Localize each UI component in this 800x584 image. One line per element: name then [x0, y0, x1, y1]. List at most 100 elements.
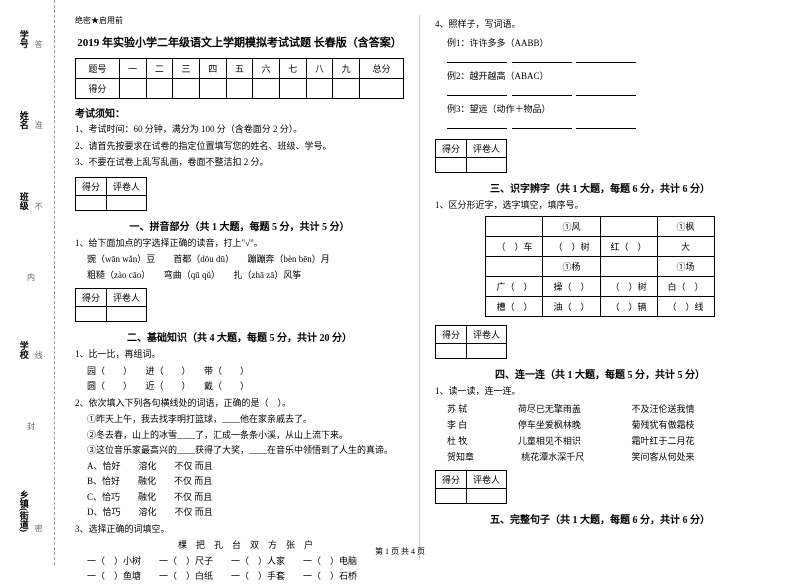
sb-blank[interactable]: [76, 195, 107, 210]
sb-label: 评卷人: [467, 326, 507, 344]
sb-blank[interactable]: [467, 157, 507, 172]
question-line: ①昨天上午，我去找李明打篮球，____他在家亲戚去了。: [87, 413, 404, 427]
section-title: 三、识字辨字（共 1 大题，每题 6 分，共计 6 分）: [435, 180, 765, 195]
example: 例1：许许多多（AABB）: [447, 36, 765, 49]
sb-blank[interactable]: [107, 195, 147, 210]
td: ①枫: [657, 217, 714, 237]
sb-blank[interactable]: [76, 307, 107, 322]
blank-row[interactable]: [447, 86, 765, 98]
connect-row: 苏 轼荷尽已无擎雨盖不及汪伦送我情: [447, 402, 695, 415]
table-row: （ ）车（ ）树红（ ）大: [486, 237, 714, 257]
question-line: 圆（ ） 近（ ） 戴（ ）: [87, 380, 404, 394]
sb-label: 得分: [76, 177, 107, 195]
sb-blank[interactable]: [467, 344, 507, 359]
sb-blank[interactable]: [107, 307, 147, 322]
poet: 贺知章: [447, 450, 474, 463]
verse: 不及汪伦送我情: [631, 402, 694, 415]
sb-label: 评卷人: [107, 289, 147, 307]
th: 一: [119, 59, 146, 79]
verse: 桃花潭水深千尺: [521, 450, 584, 463]
td[interactable]: （ ）辆: [600, 297, 657, 317]
blank-row[interactable]: [447, 119, 765, 131]
th: 六: [253, 59, 280, 79]
blank-row[interactable]: [447, 53, 765, 65]
verse: 儿童相见不相识: [518, 434, 581, 447]
td: [486, 257, 543, 277]
connect-row: 李 白停车坐爱枫林晚菊残犹有傲霜枝: [447, 418, 695, 431]
td[interactable]: [306, 79, 333, 99]
connect-row: 杜 牧儿童相见不相识霜叶红于二月花: [447, 434, 695, 447]
table-row: 槽（ ）油（ ）（ ）辆（ ）线: [486, 297, 714, 317]
binding-sub: 密: [33, 524, 44, 532]
notice-item: 3、不要在试卷上乱写乱画，卷面不整洁扣 2 分。: [75, 156, 404, 170]
binding-sub: 内: [26, 273, 37, 281]
td[interactable]: （ ）车: [486, 237, 543, 257]
verse: 笑问客从何处来: [631, 450, 694, 463]
td[interactable]: 红（ ）: [600, 237, 657, 257]
page-content: 绝密★启用前 2019 年实验小学二年级语文上学期模拟考试试题 长春版（含答案）…: [0, 0, 800, 565]
sb-label: 得分: [436, 470, 467, 488]
td[interactable]: 白（ ）: [657, 277, 714, 297]
section-title: 五、完整句子（共 1 大题，每题 6 分，共计 6 分）: [435, 511, 765, 526]
td[interactable]: 操（ ）: [543, 277, 600, 297]
td[interactable]: [146, 79, 173, 99]
td[interactable]: 广（ ）: [486, 277, 543, 297]
td[interactable]: [226, 79, 253, 99]
td[interactable]: （ ）线: [657, 297, 714, 317]
question-line: 一（ ）鱼塘 一（ ）白纸 一（ ）手套 一（ ）石桥: [87, 570, 404, 584]
th: 四: [199, 59, 226, 79]
binding-label: 姓名: [18, 111, 31, 129]
sb-label: 得分: [436, 139, 467, 157]
td[interactable]: [253, 79, 280, 99]
binding-sub: 答: [33, 40, 44, 48]
right-column: 4、照样子，写词语。 例1：许许多多（AABB） 例2：越开越高（ABAC） 例…: [420, 15, 780, 560]
td[interactable]: [119, 79, 146, 99]
confidential-tag: 绝密★启用前: [75, 15, 404, 26]
binding-labels: 学号 答 姓名 准 班级 不 内 学校 线 封 乡镇(街道) 密: [5, 0, 57, 565]
sb-blank[interactable]: [467, 488, 507, 503]
question-line: ③这位音乐家最高兴的____获得了大奖，____在音乐中领悟到了人生的真谛。: [87, 444, 404, 458]
section-title: 四、连一连（共 1 大题，每题 5 分，共计 5 分）: [435, 366, 765, 381]
td[interactable]: [279, 79, 306, 99]
ex-label: 例1：许许多多（AABB）: [447, 38, 549, 48]
grader-box: 得分评卷人: [75, 288, 147, 322]
td: ①场: [657, 257, 714, 277]
table-row: ①杨①场: [486, 257, 714, 277]
td[interactable]: [173, 79, 200, 99]
option: D、恰巧 溶化 不仅 而且: [87, 506, 404, 520]
td: 得分: [76, 79, 120, 99]
td[interactable]: [333, 79, 360, 99]
td[interactable]: [199, 79, 226, 99]
notice-item: 1、考试时间：60 分钟，满分为 100 分（含卷面分 2 分）。: [75, 123, 404, 137]
td[interactable]: 槽（ ）: [486, 297, 543, 317]
sb-label: 评卷人: [467, 470, 507, 488]
th: 八: [306, 59, 333, 79]
table-row: 题号 一 二 三 四 五 六 七 八 九 总分: [76, 59, 404, 79]
td[interactable]: （ ）树: [543, 237, 600, 257]
sb-blank[interactable]: [436, 157, 467, 172]
td[interactable]: （ ）树: [600, 277, 657, 297]
char-table: ①风①枫 （ ）车（ ）树红（ ）大 ①杨①场 广（ ）操（ ）（ ）树白（ ）…: [485, 216, 714, 317]
option: C、恰巧 融化 不仅 而且: [87, 491, 404, 505]
td[interactable]: 油（ ）: [543, 297, 600, 317]
ex-label: 例2：越开越高（ABAC）: [447, 71, 549, 81]
th: 题号: [76, 59, 120, 79]
grader-box: 得分评卷人: [435, 139, 507, 173]
th: 五: [226, 59, 253, 79]
sb-blank[interactable]: [436, 488, 467, 503]
verse: 荷尽已无擎雨盖: [518, 402, 581, 415]
binding-sub: 封: [26, 422, 37, 430]
exam-title: 2019 年实验小学二年级语文上学期模拟考试试题 长春版（含答案）: [75, 34, 404, 50]
question: 4、照样子，写词语。: [435, 18, 765, 32]
sb-label: 得分: [76, 289, 107, 307]
question: 1、读一读，连一连。: [435, 385, 765, 399]
sb-label: 评卷人: [107, 177, 147, 195]
ex-label: 例3：望远（动作＋物品）: [447, 104, 551, 114]
binding-sub: 准: [33, 121, 44, 129]
th: 总分: [360, 59, 404, 79]
table-row: ①风①枫: [486, 217, 714, 237]
sb-blank[interactable]: [436, 344, 467, 359]
example: 例2：越开越高（ABAC）: [447, 69, 765, 82]
td[interactable]: [360, 79, 404, 99]
question: 3、选择正确的词填空。: [75, 523, 404, 537]
